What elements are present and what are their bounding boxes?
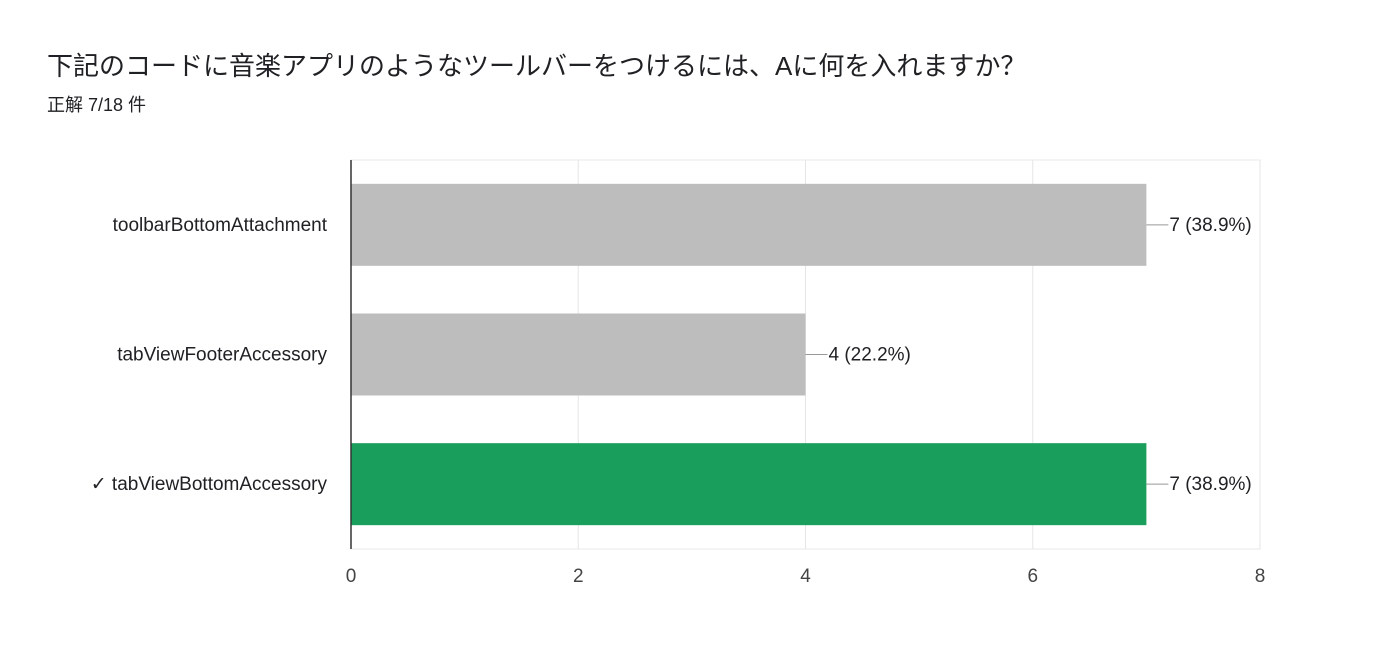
chart-subtitle: 正解 7/18 件 bbox=[47, 95, 146, 115]
x-tick-label: 8 bbox=[1255, 566, 1266, 587]
y-tick-label: toolbarBottomAttachment bbox=[113, 215, 328, 236]
value-label: 7 (38.9%) bbox=[1169, 474, 1251, 495]
bar bbox=[351, 183, 1147, 266]
bar bbox=[351, 443, 1147, 526]
chart-title: 下記のコードに音楽アプリのようなツールバーをつけるには、Aに何を入れますか？ bbox=[47, 51, 1026, 81]
x-tick-label: 6 bbox=[1027, 566, 1038, 587]
x-tick-label: 2 bbox=[573, 566, 584, 587]
value-label: 4 (22.2%) bbox=[829, 345, 911, 366]
y-tick-label: ✓ tabViewBottomAccessory bbox=[91, 474, 328, 495]
plot: 0 2 4 6 8 toolbarBottomAttachment 7 (38.9%) tab… bbox=[91, 160, 1266, 587]
x-tick-label: 0 bbox=[346, 566, 357, 587]
y-tick-label: tabViewFooterAccessory bbox=[117, 345, 327, 366]
value-label: 7 (38.9%) bbox=[1169, 215, 1251, 236]
bar bbox=[351, 313, 806, 396]
x-tick-label: 4 bbox=[800, 566, 811, 587]
